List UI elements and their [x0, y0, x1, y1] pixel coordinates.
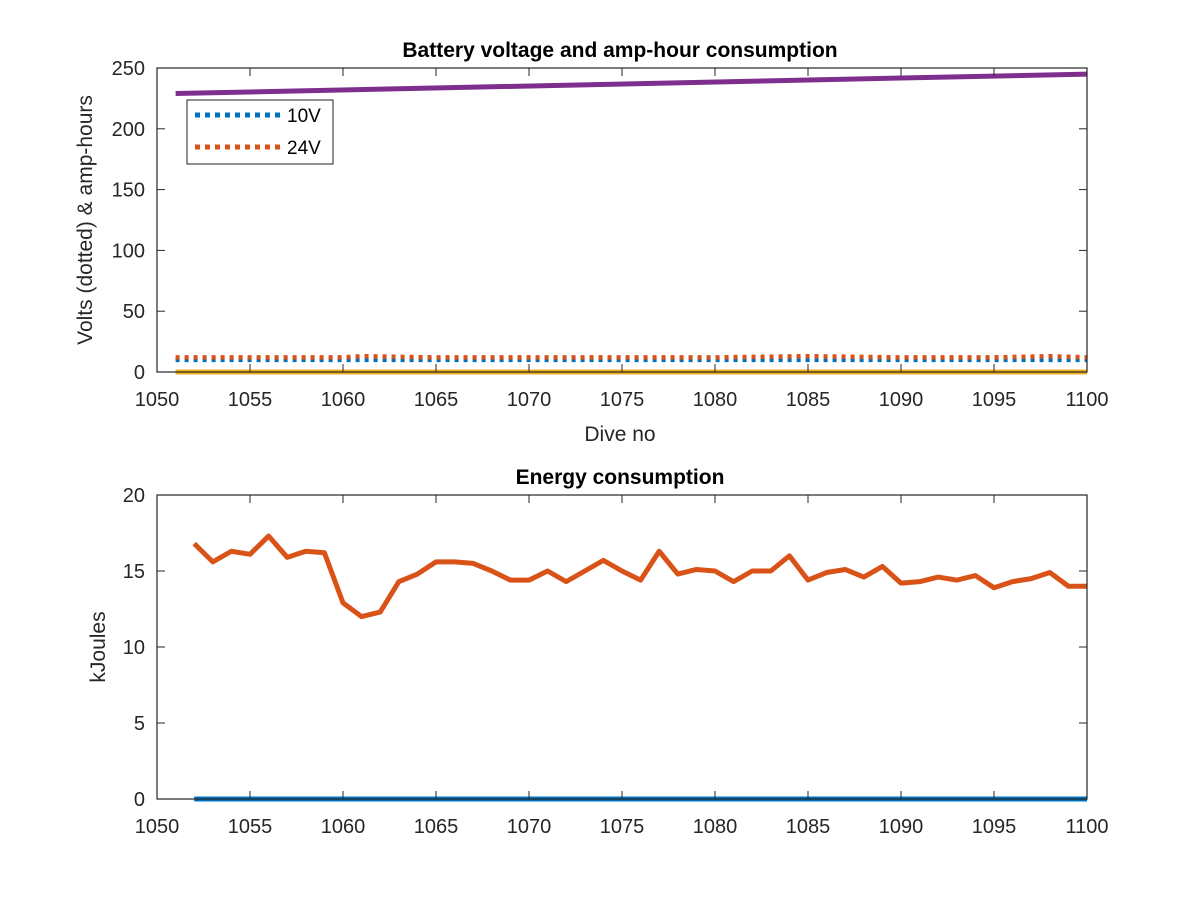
top-x-tick-label: 1060: [321, 389, 366, 411]
bottom-ticks-layer: 1050 1055 1060 1065 1070 1075 1080 1085 1090 1095…: [123, 485, 1109, 838]
top-x-tick-label: 1075: [600, 389, 645, 411]
top-subplot: Battery voltage and amp-hour consumption…: [74, 39, 1109, 446]
top-y-tick-label: 150: [112, 180, 145, 202]
bottom-x-tick-label: 1090: [879, 816, 924, 838]
top-x-tick-label: 1055: [228, 389, 273, 411]
bottom-x-tick-label: 1060: [321, 816, 366, 838]
top-x-tick-label: 1070: [507, 389, 552, 411]
bottom-x-tick-label: 1065: [414, 816, 459, 838]
bottom-x-tick-label: 1080: [693, 816, 738, 838]
top-x-tick-label: 1065: [414, 389, 459, 411]
top-y-tick-label: 50: [123, 301, 145, 323]
bottom-chart-title: Energy consumption: [516, 466, 725, 489]
bottom-y-tick-label: 0: [134, 789, 145, 811]
top-x-tick-label: 1080: [693, 389, 738, 411]
bottom-series-layer: [192, 533, 1087, 802]
bottom-series-line-1: [192, 533, 1087, 620]
legend-24v-label: 24V: [287, 138, 321, 159]
top-y-tick-label: 250: [112, 58, 145, 80]
top-x-tick-label: 1050: [135, 389, 180, 411]
legend: 10V 24V: [186, 99, 334, 165]
top-x-tick-label: 1100: [1065, 389, 1108, 411]
bottom-x-tick-label: 1055: [228, 816, 273, 838]
top-series-line-24v: [175, 353, 1088, 360]
bottom-x-tick-label: 1070: [507, 816, 552, 838]
top-x-tick-label: 1085: [786, 389, 831, 411]
bottom-x-tick-label: 1075: [600, 816, 645, 838]
bottom-subplot: Energy consumption 1050 1055 1060 1065 1070 1…: [87, 466, 1109, 838]
top-y-tick-label: 0: [134, 362, 145, 384]
bottom-y-axis-label: kJoules: [87, 611, 110, 682]
bottom-y-tick-label: 5: [134, 713, 145, 735]
top-x-tick-label: 1090: [879, 389, 924, 411]
bottom-y-tick-label: 15: [123, 561, 145, 583]
legend-box: [186, 99, 334, 165]
bottom-x-tick-label: 1100: [1065, 816, 1108, 838]
bottom-plot-frame: [156, 494, 1088, 800]
legend-10v-label: 10V: [287, 106, 321, 127]
top-ticks-layer: 1050 1055 1060 1065 1070 1075 1080 1085 1090 1095…: [112, 58, 1109, 411]
top-y-axis-label: Volts (dotted) & amp-hours: [74, 95, 97, 345]
bottom-y-tick-label: 20: [123, 485, 145, 507]
top-x-axis-label: Dive no: [584, 423, 655, 446]
top-y-tick-label: 200: [112, 119, 145, 141]
bottom-y-tick-label: 10: [123, 637, 145, 659]
top-chart-title: Battery voltage and amp-hour consumption: [402, 39, 837, 62]
top-series-line-3: [175, 71, 1088, 97]
bottom-x-tick-label: 1050: [135, 816, 180, 838]
bottom-x-tick-label: 1095: [972, 816, 1017, 838]
top-x-tick-label: 1095: [972, 389, 1017, 411]
bottom-x-tick-label: 1085: [786, 816, 831, 838]
top-y-tick-label: 100: [112, 240, 145, 262]
